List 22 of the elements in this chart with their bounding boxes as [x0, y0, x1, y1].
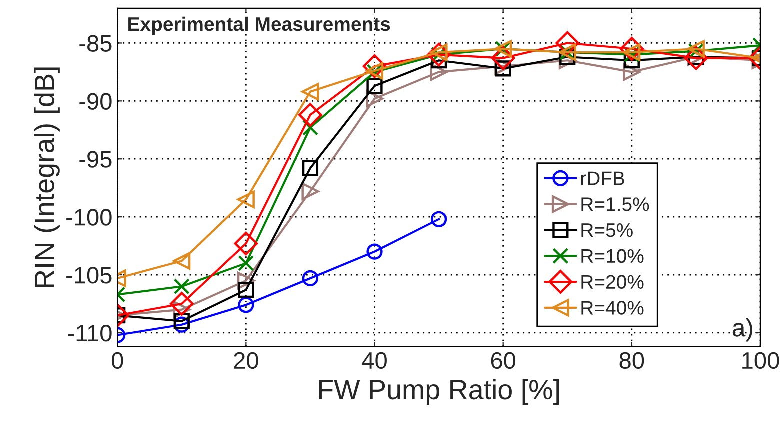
annotation: Experimental Measurements — [128, 16, 390, 36]
y-tick-label: -105 — [66, 267, 112, 284]
legend-label: rDFB — [581, 172, 624, 186]
y-tick-label: -95 — [80, 151, 112, 168]
x-tick-label: 0 — [112, 352, 124, 370]
legend-label: R=5% — [582, 224, 633, 238]
x-axis-title: FW Pump Ratio [%] — [319, 379, 560, 406]
y-axis-title: RIN (Integral) [dB] — [34, 68, 60, 288]
legend-label: R=40% — [582, 301, 644, 315]
y-tick-label: -90 — [80, 93, 112, 110]
legend-label: R=20% — [582, 275, 644, 290]
y-tick-label: -110 — [68, 325, 112, 342]
legend-label: R=10% — [582, 249, 644, 264]
x-tick-label: 100 — [742, 352, 780, 370]
y-tick-label: -85 — [80, 35, 112, 52]
x-tick-label: 20 — [234, 352, 258, 370]
y-tick-label: -100 — [66, 209, 112, 226]
annotation: a) — [732, 318, 752, 342]
x-tick-label: 40 — [362, 352, 387, 370]
legend-label: R=1.5% — [582, 198, 650, 212]
x-tick-label: 80 — [620, 352, 644, 370]
x-tick-label: 60 — [491, 352, 516, 370]
